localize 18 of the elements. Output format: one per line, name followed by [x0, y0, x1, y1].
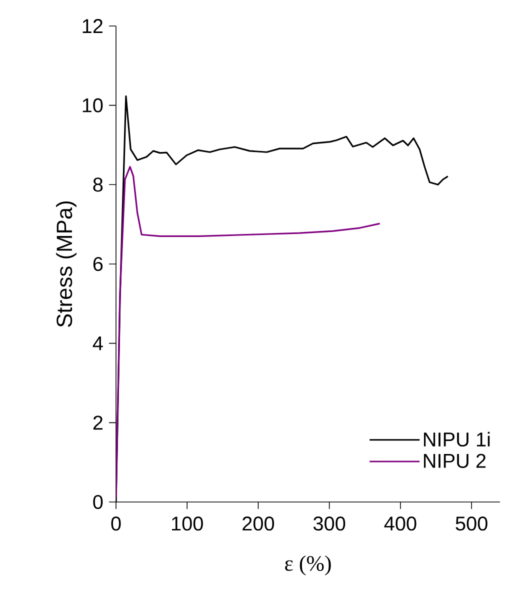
legend-label: NIPU 2 [424, 454, 486, 468]
legend-label: NIPU 1i [424, 432, 490, 447]
x-tick-label: 200 [242, 516, 274, 531]
x-axis-title: ε (%) [285, 555, 331, 576]
x-tick-label: 0 [111, 516, 121, 531]
y-tick-label: 4 [92, 336, 103, 350]
y-tick-label: 8 [93, 178, 103, 192]
line-series [116, 166, 381, 499]
x-tick-label: 500 [456, 516, 488, 531]
x-tick-label: 300 [313, 516, 346, 531]
y-tick-label: 0 [93, 494, 103, 510]
y-tick-label: 2 [93, 416, 102, 430]
y-axis-title: Stress (MPa) [56, 201, 76, 327]
y-tick-label: 12 [82, 19, 102, 33]
x-tick-label: 400 [384, 516, 416, 531]
x-tick-label: 100 [172, 516, 203, 531]
y-tick-label: 6 [93, 256, 103, 272]
y-tick-label: 10 [82, 98, 103, 112]
